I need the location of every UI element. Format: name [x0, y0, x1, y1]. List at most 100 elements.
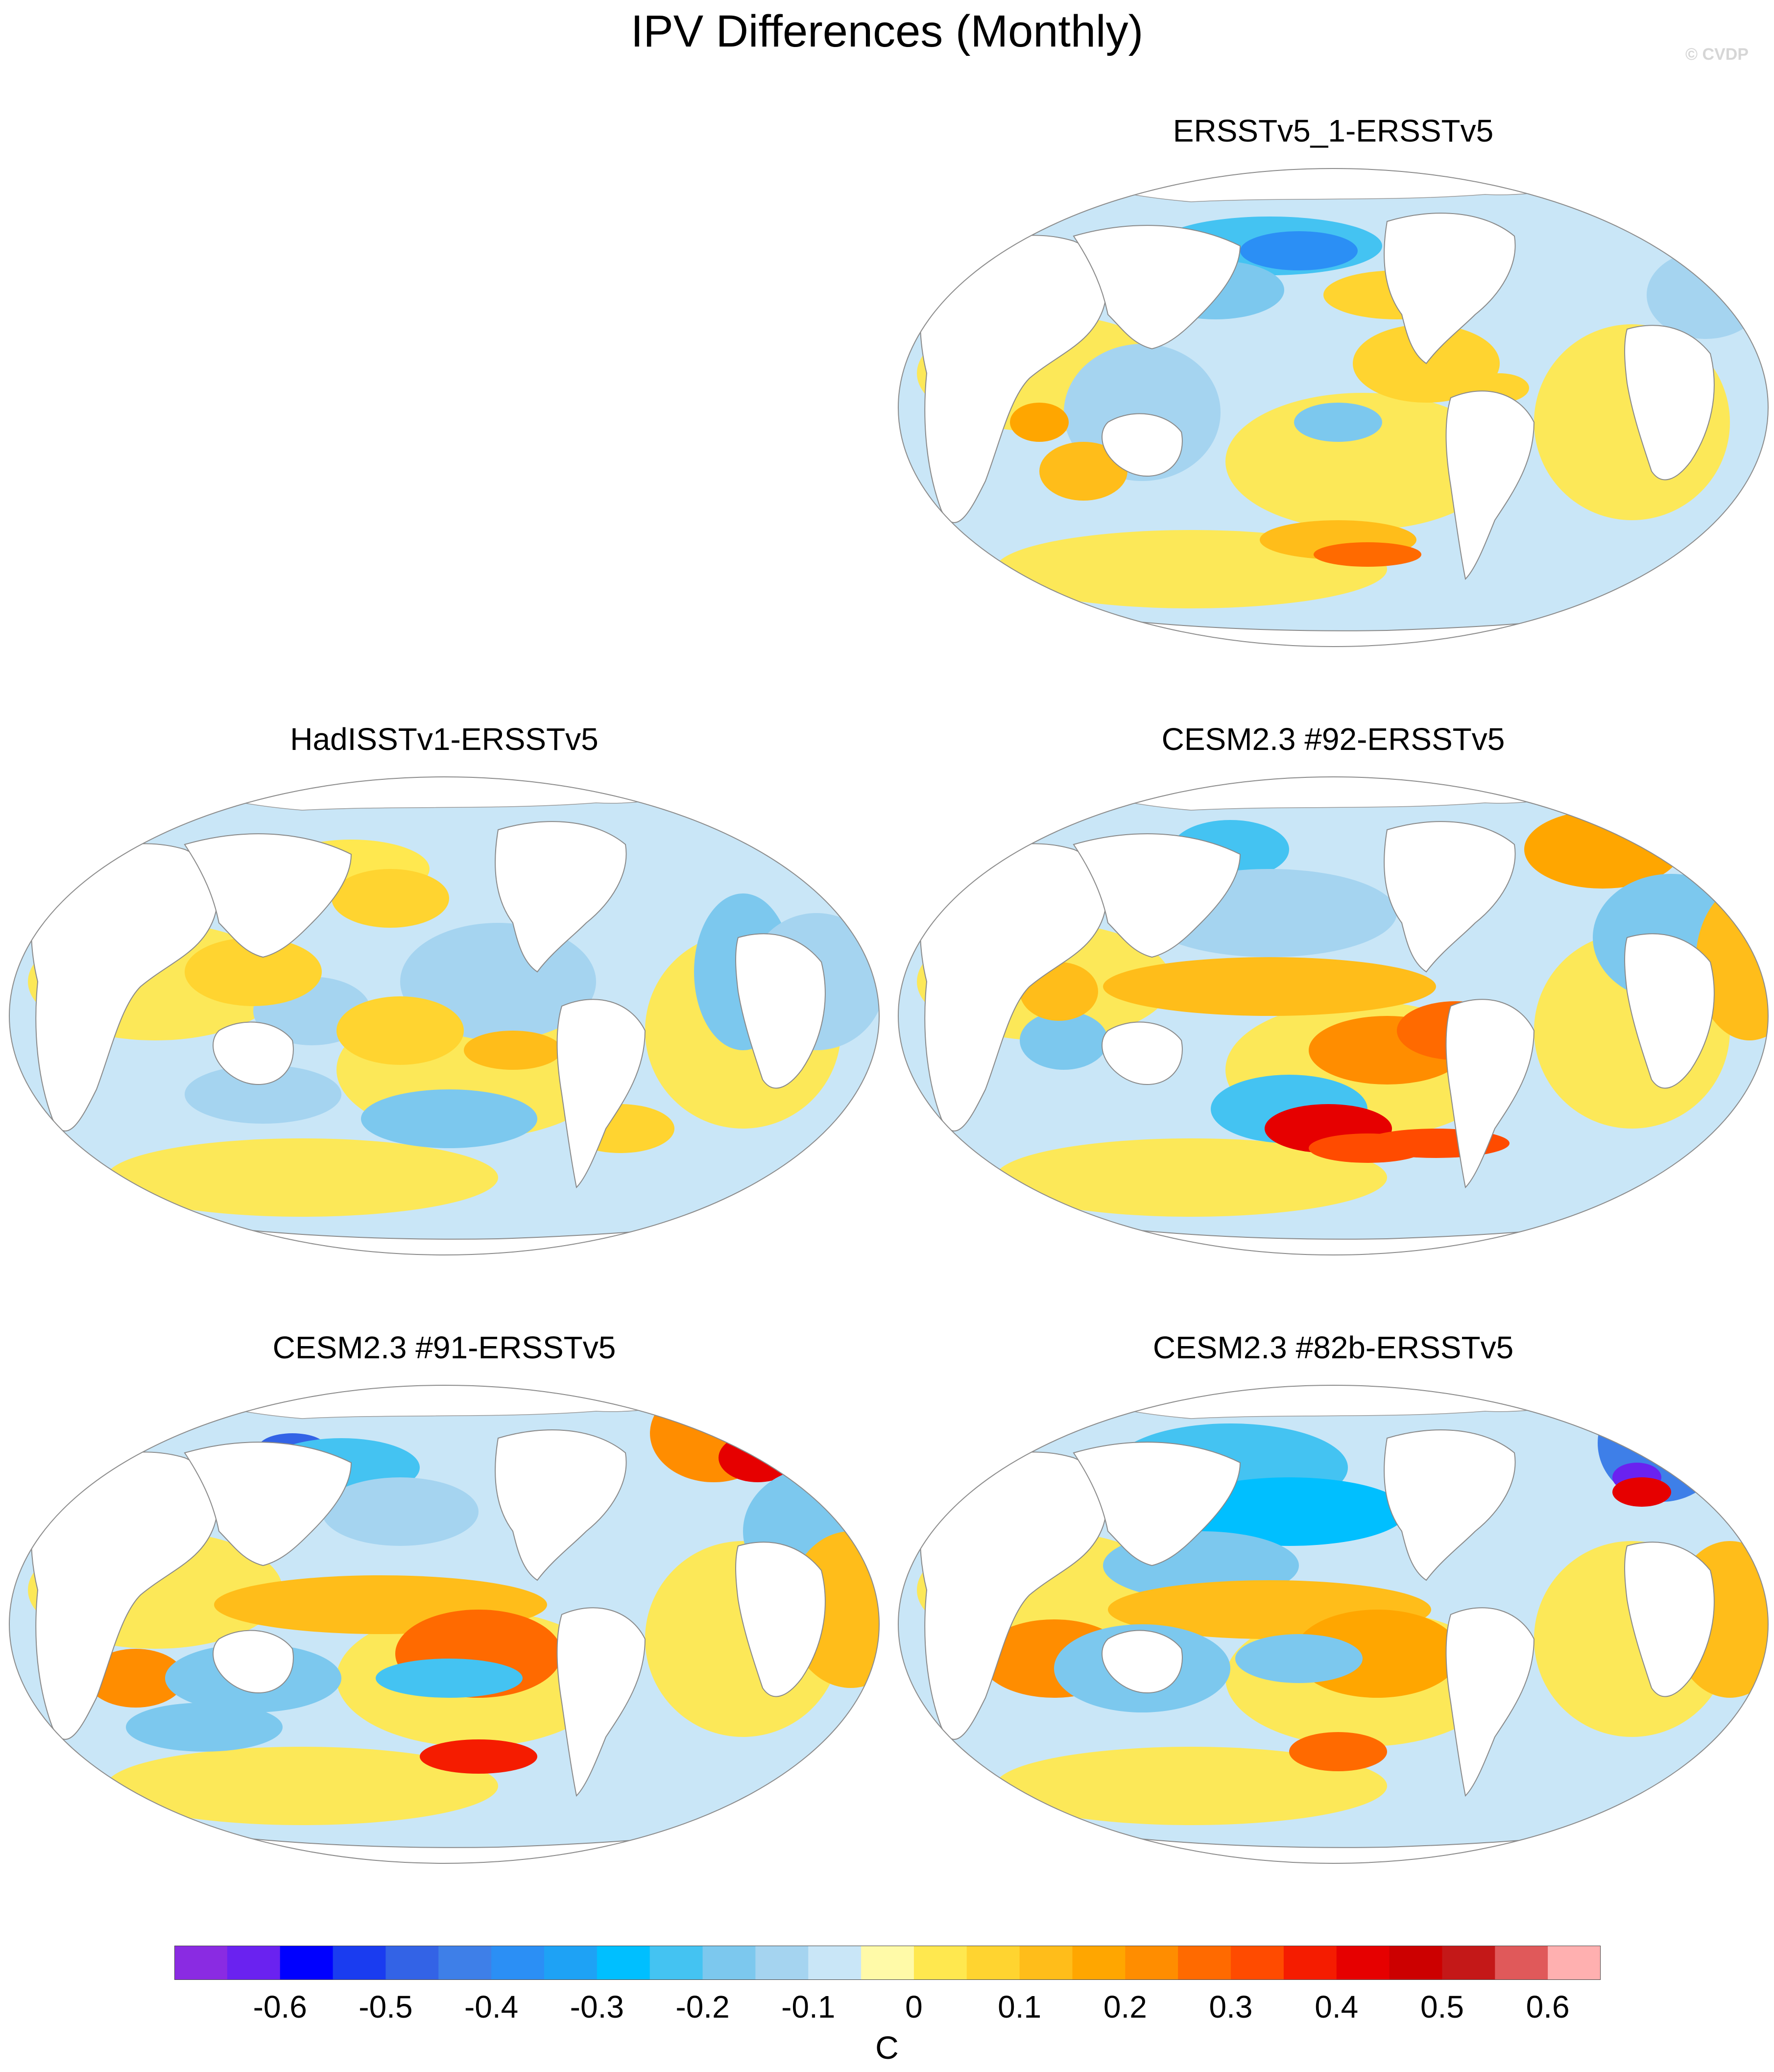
landmass	[184, 1442, 352, 1566]
colorbar-tick-label: 0.1	[998, 1989, 1042, 2024]
colorbar-swatch	[966, 1946, 1020, 1980]
landmass	[1102, 1021, 1183, 1085]
colorbar-tick-label: 0.3	[1209, 1989, 1253, 2024]
cvdp-credit: © CVDP	[1685, 45, 1749, 64]
anomaly-region	[361, 1089, 537, 1148]
landmass	[495, 821, 627, 973]
anomaly-region	[87, 1649, 185, 1708]
colorbar-swatch	[1336, 1946, 1390, 1980]
colorbar-swatch	[808, 1946, 862, 1980]
colorbar-swatch	[1283, 1946, 1337, 1980]
landmass	[1102, 1630, 1183, 1694]
colorbar-swatch	[438, 1946, 492, 1980]
anomaly-region	[126, 1703, 283, 1752]
anomaly-region	[1294, 403, 1382, 442]
colorbar-swatch	[1231, 1946, 1284, 1980]
anomaly-region	[1647, 251, 1764, 339]
anomaly-region	[1010, 403, 1069, 442]
landmass	[1073, 833, 1241, 958]
world-map	[9, 776, 880, 1255]
map-panel-cesm23-92: CESM2.3 #92-ERSSTv5	[897, 722, 1769, 1256]
landmass	[1073, 225, 1241, 350]
colorbar-swatch	[333, 1946, 386, 1980]
panel-title: HadISSTv1-ERSSTv5	[290, 722, 599, 757]
anomaly-region	[336, 996, 464, 1065]
anomaly-region	[995, 1138, 1387, 1217]
map-outline	[898, 168, 1769, 647]
colorbar-swatch	[1019, 1946, 1073, 1980]
colorbar-swatch	[755, 1946, 809, 1980]
colorbar-tick-label: -0.5	[359, 1989, 413, 2024]
landmass	[735, 933, 826, 1089]
landmass	[556, 1607, 646, 1797]
map-outline	[9, 776, 880, 1255]
anomaly-region	[1225, 393, 1500, 530]
colorbar-tick-label: -0.2	[675, 1989, 730, 2024]
landmass	[1384, 821, 1516, 973]
panel-title: ERSSTv5_1-ERSSTv5	[1173, 113, 1494, 148]
world-map	[898, 1385, 1769, 1864]
map-panel-hadisstv1: HadISSTv1-ERSSTv5	[8, 722, 880, 1256]
map-outline	[9, 1385, 880, 1864]
panel-title: CESM2.3 #82b-ERSSTv5	[1152, 1330, 1514, 1365]
colorbar-tick-label: -0.1	[781, 1989, 836, 2024]
colorbar-swatch	[1389, 1946, 1443, 1980]
landmass	[213, 1630, 294, 1694]
colorbar-swatch	[1495, 1946, 1548, 1980]
world-map	[898, 776, 1769, 1255]
landmass	[1624, 325, 1715, 481]
anomaly-region	[322, 1477, 479, 1546]
landmass	[556, 999, 646, 1189]
panel-title: CESM2.3 #92-ERSSTv5	[1161, 722, 1505, 757]
anomaly-region	[185, 938, 322, 1006]
panel-title: CESM2.3 #91-ERSSTv5	[272, 1330, 616, 1365]
colorbar-swatch	[1442, 1946, 1495, 1980]
map-panel-cesm23-91: CESM2.3 #91-ERSSTv5	[8, 1330, 880, 1864]
map-panel-ersstv5-1: ERSSTv5_1-ERSSTv5	[897, 113, 1769, 648]
anomaly-region	[1612, 1477, 1671, 1507]
colorbar-swatch	[1548, 1946, 1601, 1980]
colorbar-swatch	[174, 1946, 228, 1980]
anomaly-region	[719, 1433, 797, 1482]
landmass	[919, 1451, 1107, 1740]
colorbar-tick-label: -0.4	[464, 1989, 519, 2024]
landmass	[919, 235, 1107, 523]
colorbar-tick-label: 0.5	[1420, 1989, 1464, 2024]
landmass	[1445, 390, 1535, 580]
colorbar-swatch	[649, 1946, 703, 1980]
colorbar-ticks: -0.6 -0.5 -0.4 -0.3 -0.2 -0.1 0 0.1 0.2 0.3 0.4 0.5…	[0, 1989, 1774, 2028]
colorbar-tick-label: 0.2	[1103, 1989, 1147, 2024]
anomaly-region	[1020, 1011, 1108, 1070]
world-map	[9, 1385, 880, 1864]
landmass	[1445, 1607, 1535, 1797]
colorbar-swatch	[913, 1946, 967, 1980]
anomaly-region	[106, 1138, 498, 1217]
landmass	[1073, 1442, 1241, 1566]
colorbar-swatch	[702, 1946, 756, 1980]
colorbar-tick-label: 0.4	[1315, 1989, 1359, 2024]
anomaly-region	[376, 1659, 523, 1698]
landmass	[1445, 999, 1535, 1189]
colorbar-swatch	[1125, 1946, 1178, 1980]
landmass	[1384, 1429, 1516, 1581]
landmass	[1624, 1542, 1715, 1697]
landmass	[213, 1021, 294, 1085]
world-map	[898, 168, 1769, 647]
landmass	[735, 1542, 826, 1697]
colorbar-tick-label: -0.3	[570, 1989, 624, 2024]
figure-title: IPV Differences (Monthly)	[630, 6, 1144, 56]
anomaly-region	[1020, 1389, 1118, 1419]
colorbar-swatch	[385, 1946, 439, 1980]
landmass	[1384, 213, 1516, 364]
anomaly-region	[106, 1747, 498, 1825]
anomaly-region	[1289, 1732, 1387, 1771]
anomaly-region	[332, 869, 449, 928]
landmass	[184, 833, 352, 958]
anomaly-region	[1240, 231, 1358, 270]
landmass	[1624, 933, 1715, 1089]
anomaly-region	[1039, 442, 1127, 501]
anomaly-region	[1314, 542, 1421, 567]
colorbar-tick-label: 0.6	[1526, 1989, 1570, 2024]
anomaly-region	[1103, 957, 1436, 1016]
anomaly-region	[420, 1739, 537, 1774]
